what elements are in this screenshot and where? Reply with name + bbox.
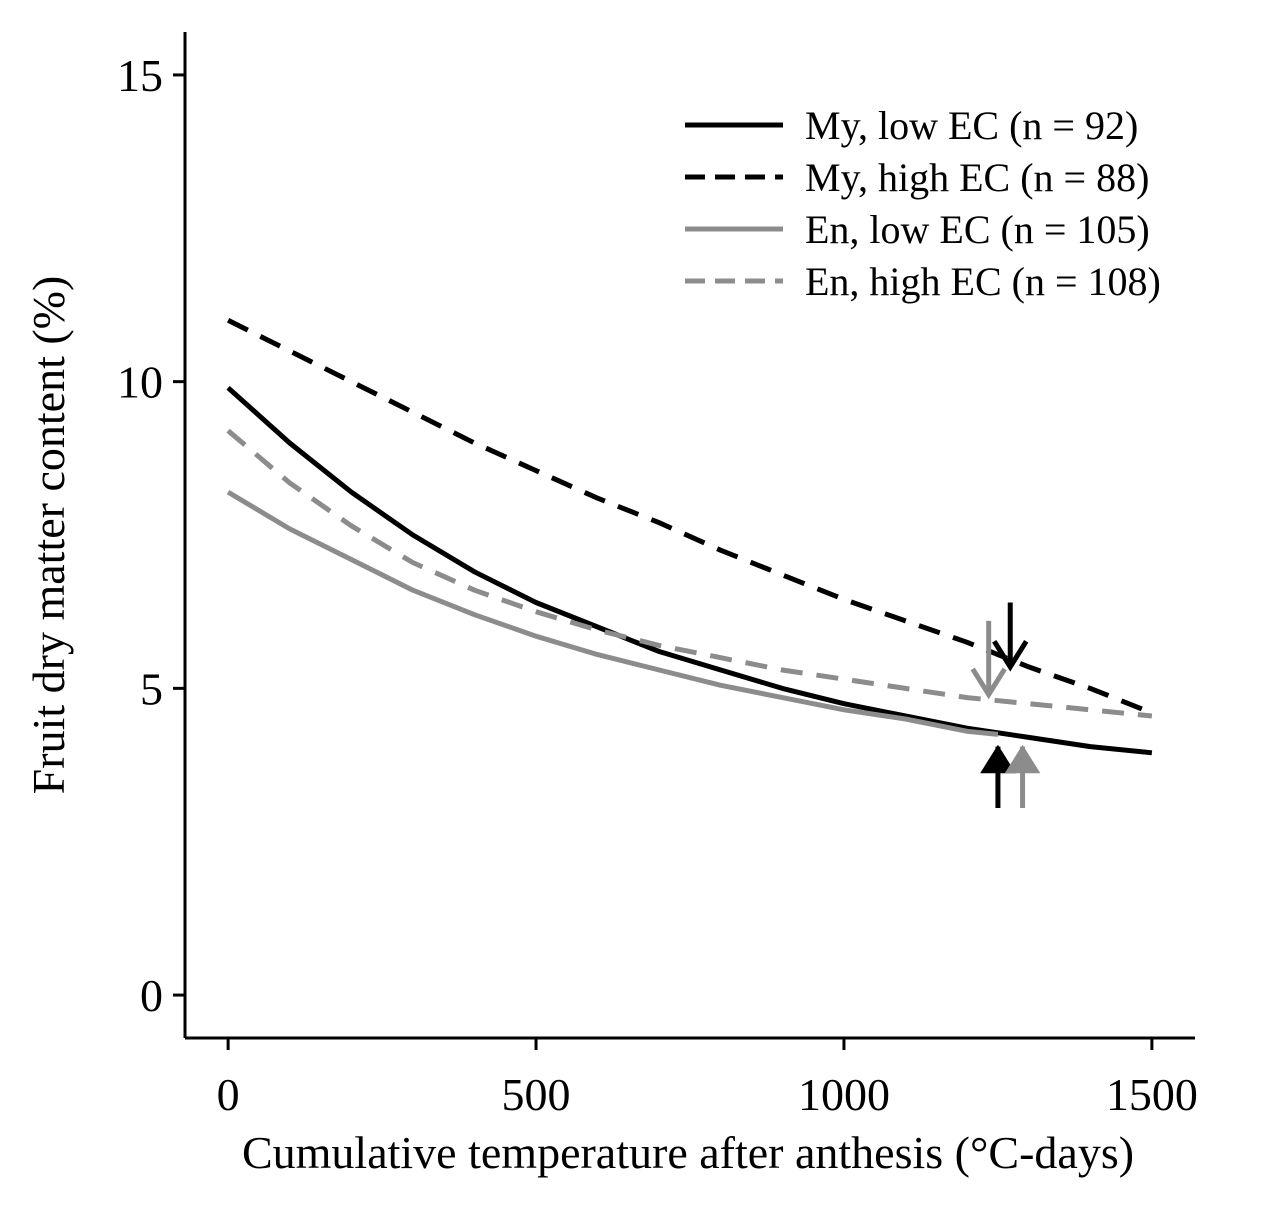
x-tick-label: 500 (502, 1069, 571, 1120)
series-line-3 (226, 489, 999, 737)
legend-entry-3: En, low EC (n = 105) (685, 207, 1150, 252)
series-line-4 (226, 428, 1153, 719)
arrow-head (970, 667, 1007, 700)
arrow-head (992, 639, 1029, 672)
arrow-down-2 (970, 620, 1007, 700)
legend-entry-1: My, low EC (n = 92) (685, 103, 1138, 148)
x-axis-title: Cumulative temperature after anthesis (°… (242, 1127, 1134, 1178)
x-tick-label: 1000 (798, 1069, 890, 1120)
arrow-up-3 (980, 744, 1016, 808)
series-layer (226, 318, 1153, 756)
x-tick-label: 0 (217, 1069, 240, 1120)
x-tick-label: 1500 (1106, 1069, 1198, 1120)
arrow-down-1 (992, 602, 1029, 672)
y-tick-label: 5 (140, 663, 163, 714)
arrow-head (980, 744, 1016, 774)
y-axis-title: Fruit dry matter content (%) (23, 276, 74, 795)
legend: My, low EC (n = 92) My, high EC (n = 88) E… (685, 103, 1161, 304)
annotation-layer (970, 602, 1041, 808)
legend-entry-2: My, high EC (n = 88) (685, 155, 1149, 200)
arrow-head (1004, 744, 1041, 774)
axes: 0 5 10 15 0 500 1000 1500 (117, 32, 1198, 1120)
series-line-1 (226, 385, 1153, 756)
series-line-2 (226, 318, 1153, 716)
legend-label: My, high EC (n = 88) (805, 155, 1149, 200)
arrow-up-4 (1004, 744, 1041, 808)
legend-label: My, low EC (n = 92) (805, 103, 1138, 148)
legend-entry-4: En, high EC (n = 108) (685, 259, 1161, 304)
legend-label: En, low EC (n = 105) (805, 207, 1150, 252)
legend-label: En, high EC (n = 108) (805, 259, 1161, 304)
y-tick-label: 0 (140, 970, 163, 1021)
y-tick-label: 15 (117, 50, 163, 101)
y-tick-label: 10 (117, 357, 163, 408)
